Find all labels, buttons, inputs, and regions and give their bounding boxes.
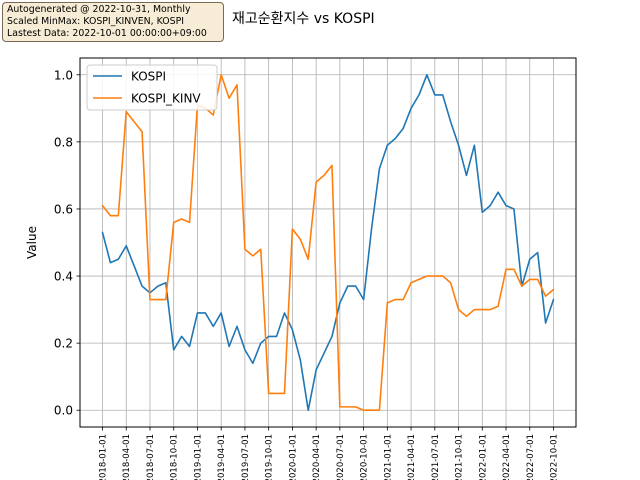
x-tick-label: 2019-07-01 — [241, 434, 251, 480]
legend-label: KOSPI_KINV — [131, 92, 201, 106]
y-tick-label: 0.0 — [54, 404, 73, 418]
x-tick-label: 2018-01-01 — [99, 434, 109, 480]
note-line-latest: Lastest Data: 2022-10-01 00:00:00+09:00 — [7, 28, 207, 40]
x-tick-label: 2019-04-01 — [217, 434, 227, 480]
x-tick-label: 2021-04-01 — [407, 434, 417, 480]
x-tick-label: 2020-01-01 — [288, 434, 298, 480]
x-tick-label: 2020-07-01 — [336, 434, 346, 480]
series-line-kospi-kinv — [101, 73, 555, 412]
y-tick-label: 0.4 — [54, 270, 73, 284]
series-lines — [101, 73, 555, 412]
x-tick-label: 2021-07-01 — [431, 434, 441, 480]
x-tick-label: 2021-10-01 — [455, 434, 465, 480]
x-tick-label: 2018-10-01 — [170, 434, 180, 480]
x-tick-label: 2022-01-01 — [478, 434, 488, 480]
x-tick-label: 2019-01-01 — [193, 434, 203, 480]
info-note-box: Autogenerated @ 2022-10-31, Monthly Scal… — [2, 2, 224, 42]
note-line-scaling: Scaled MinMax: KOSPI_KINVEN, KOSPI — [7, 16, 184, 28]
plot-frame — [79, 57, 577, 428]
y-tick-label: 0.2 — [54, 337, 73, 351]
y-tick-label: 0.8 — [54, 135, 73, 149]
x-tick-label: 2022-10-01 — [550, 434, 560, 480]
note-line-generated: Autogenerated @ 2022-10-31, Monthly — [7, 4, 191, 15]
y-axis-label: Value — [25, 226, 39, 259]
x-tick-label: 2020-04-01 — [312, 434, 322, 480]
series-line-kospi — [101, 73, 555, 412]
legend-label: KOSPI — [131, 70, 166, 84]
x-tick-label: 2018-07-01 — [146, 434, 156, 480]
chart-title: 재고순환지수 vs KOSPI — [232, 11, 375, 27]
x-tick-label: 2018-04-01 — [122, 434, 132, 480]
y-tick-label: 0.6 — [54, 202, 73, 216]
x-tick-label: 2021-01-01 — [383, 434, 393, 480]
x-tick-label: 2022-04-01 — [502, 434, 512, 480]
x-tick-label: 2019-10-01 — [265, 434, 275, 480]
grid-lines — [80, 58, 576, 427]
x-tick-label: 2022-07-01 — [526, 434, 536, 480]
axes: 0.0 0.2 0.4 0.6 0.8 1.0 2018-01-01 2018-04-01 20… — [54, 68, 560, 480]
y-tick-label: 1.0 — [54, 68, 73, 82]
x-tick-label: 2020-10-01 — [360, 434, 370, 480]
legend: KOSPI KOSPI_KINV — [86, 64, 218, 111]
